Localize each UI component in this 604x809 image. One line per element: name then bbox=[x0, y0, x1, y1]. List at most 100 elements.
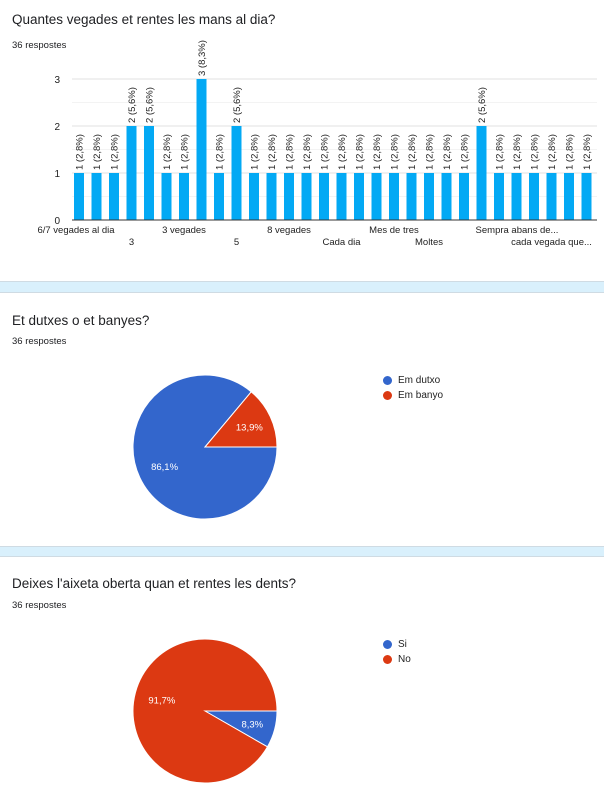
legend-swatch bbox=[383, 655, 392, 664]
legend-swatch bbox=[383, 640, 392, 649]
data-label: 1 (2,8%) bbox=[162, 134, 173, 170]
data-label: 1 (2,8%) bbox=[512, 134, 523, 170]
data-label: 1 (2,8%) bbox=[460, 134, 471, 170]
slice-label: 13,9% bbox=[236, 422, 263, 433]
y-tick-label: 1 bbox=[54, 169, 60, 180]
bar bbox=[371, 173, 382, 220]
data-label: 3 (8,3%) bbox=[197, 40, 208, 76]
bar bbox=[214, 173, 224, 220]
legend-label: Em banyo bbox=[398, 390, 444, 401]
bar bbox=[231, 126, 242, 220]
data-label: 2 (5,6%) bbox=[477, 87, 488, 123]
bar bbox=[301, 173, 312, 220]
data-label: 1 (2,8%) bbox=[75, 134, 86, 170]
bar bbox=[459, 173, 469, 220]
data-label: 1 (2,8%) bbox=[320, 134, 331, 170]
data-label: 1 (2,8%) bbox=[285, 134, 296, 170]
data-label: 1 (2,8%) bbox=[110, 134, 121, 170]
bar bbox=[441, 173, 452, 220]
bar bbox=[511, 173, 522, 220]
pie-slice bbox=[132, 638, 278, 784]
x-tick-label: 3 vegades bbox=[162, 225, 206, 236]
pie-chart: 86,1% 13,9% bbox=[132, 374, 278, 520]
legend-label: Em dutxo bbox=[398, 375, 441, 386]
bar bbox=[354, 173, 364, 220]
pie-slice bbox=[203, 391, 278, 448]
question-title: Et dutxes o et banyes? bbox=[12, 313, 150, 328]
x-tick-label: cada vegada que... bbox=[511, 237, 592, 248]
bar-chart: 0 1 2 3 1 (2,8%) 6/7 vegades al dia 1 (2,8%) 1 … bbox=[37, 40, 597, 248]
legend-item[interactable]: Si bbox=[383, 637, 411, 652]
bar bbox=[161, 173, 172, 220]
bar bbox=[74, 173, 84, 220]
data-label: 1 (2,8%) bbox=[267, 134, 278, 170]
slice-label: 8,3% bbox=[241, 720, 263, 731]
x-tick-label: 3 bbox=[129, 237, 134, 248]
question-card-shower-bath: Et dutxes o et banyes? 36 respostes 86,1… bbox=[0, 293, 604, 546]
y-tick-label: 3 bbox=[54, 75, 60, 86]
y-tick-label: 0 bbox=[54, 216, 60, 227]
x-tick-label: Sempra abans de... bbox=[476, 225, 559, 236]
data-label: 1 (2,8%) bbox=[372, 134, 383, 170]
bar bbox=[529, 173, 539, 220]
response-count: 36 respostes bbox=[12, 600, 67, 611]
data-label: 1 (2,8%) bbox=[180, 134, 191, 170]
bar bbox=[424, 173, 434, 220]
legend-item[interactable]: Em banyo bbox=[383, 388, 443, 403]
data-label: 1 (2,8%) bbox=[442, 134, 453, 170]
bar bbox=[91, 173, 102, 220]
response-count: 36 respostes bbox=[12, 336, 67, 347]
bar bbox=[319, 173, 329, 220]
question-card-tap-open: Deixes l'aixeta oberta quan et rentes le… bbox=[0, 557, 604, 809]
data-label: 2 (5,6%) bbox=[145, 87, 156, 123]
data-label: 1 (2,8%) bbox=[355, 134, 366, 170]
legend-swatch bbox=[383, 391, 392, 400]
data-label: 1 (2,8%) bbox=[547, 134, 558, 170]
data-label: 1 (2,8%) bbox=[250, 134, 261, 170]
data-label: 1 (2,8%) bbox=[530, 134, 541, 170]
data-label: 1 (2,8%) bbox=[390, 134, 401, 170]
legend-label: Si bbox=[398, 639, 407, 650]
question-title: Deixes l'aixeta oberta quan et rentes le… bbox=[12, 576, 297, 591]
bar bbox=[109, 173, 119, 220]
data-label: 1 (2,8%) bbox=[495, 134, 506, 170]
x-tick-label: Moltes bbox=[415, 237, 443, 248]
bar bbox=[476, 126, 487, 220]
bar bbox=[546, 173, 557, 220]
legend-item[interactable]: Em dutxo bbox=[383, 373, 443, 388]
x-tick-label: Mes de tres bbox=[369, 225, 419, 236]
x-tick-label: 8 vegades bbox=[267, 225, 311, 236]
data-label: 1 (2,8%) bbox=[407, 134, 418, 170]
card-separator bbox=[0, 281, 604, 293]
legend-item[interactable]: No bbox=[383, 652, 411, 667]
bar bbox=[494, 173, 504, 220]
bar bbox=[284, 173, 294, 220]
card-separator bbox=[0, 546, 604, 557]
legend-label: No bbox=[398, 654, 411, 665]
slice-label: 91,7% bbox=[148, 695, 175, 706]
data-label: 1 (2,8%) bbox=[337, 134, 348, 170]
x-tick-label: Cada dia bbox=[322, 237, 361, 248]
bar bbox=[581, 173, 592, 220]
bar bbox=[126, 126, 137, 220]
bar bbox=[179, 173, 189, 220]
pie-slice bbox=[132, 374, 278, 520]
legend-swatch bbox=[383, 376, 392, 385]
data-label: 1 (2,8%) bbox=[302, 134, 313, 170]
data-label: 1 (2,8%) bbox=[215, 134, 226, 170]
bar bbox=[266, 173, 277, 220]
bar bbox=[336, 173, 347, 220]
bar bbox=[406, 173, 417, 220]
data-label: 1 (2,8%) bbox=[92, 134, 103, 170]
data-label: 2 (5,6%) bbox=[127, 87, 138, 123]
data-label: 1 (2,8%) bbox=[565, 134, 576, 170]
y-tick-label: 2 bbox=[54, 122, 60, 133]
bar bbox=[196, 79, 207, 220]
bar bbox=[564, 173, 574, 220]
bar bbox=[144, 126, 154, 220]
x-tick-label: 5 bbox=[234, 237, 239, 248]
response-count: 36 respostes bbox=[12, 40, 67, 51]
pie-chart: 8,3% 91,7% bbox=[132, 638, 278, 784]
chart-legend: Si No bbox=[383, 637, 411, 667]
data-label: 2 (5,6%) bbox=[232, 87, 243, 123]
